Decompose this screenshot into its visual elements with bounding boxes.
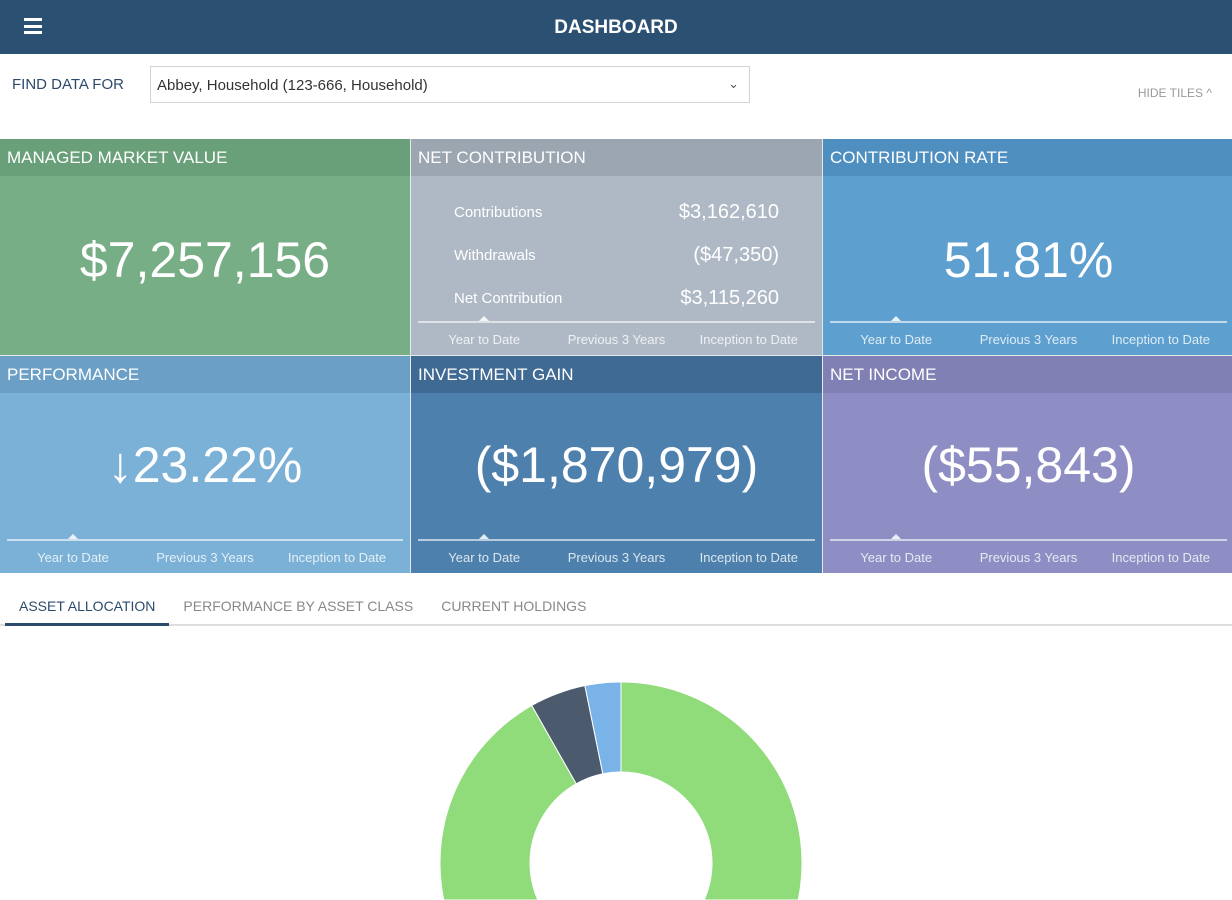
hide-tiles-button[interactable]: HIDE TILES ^	[1137, 86, 1212, 100]
period-options: Year to Date Previous 3 Years Inception to…	[418, 550, 815, 565]
tile-value: ($1,870,979)	[474, 437, 759, 493]
household-select[interactable]: Abbey, Household (123-666, Household) ⌄	[150, 66, 750, 103]
period-options: Year to Date Previous 3 Years Inception to…	[830, 332, 1227, 347]
period-option[interactable]: Year to Date	[448, 332, 521, 347]
row-label: Contributions	[454, 204, 543, 221]
tile-value: ↓23.22%	[107, 437, 303, 493]
period-option[interactable]: Inception to Date	[699, 332, 798, 347]
tile-title: PERFORMANCE	[0, 356, 410, 393]
household-select-value: Abbey, Household (123-666, Household)	[157, 77, 428, 94]
period-option[interactable]: Inception to Date	[1111, 550, 1210, 565]
row-value: $3,115,260	[680, 287, 779, 309]
tile-value: 51.81%	[943, 232, 1114, 288]
row-label: Net Contribution	[454, 290, 563, 307]
net-contribution-row: Contributions $3,162,610	[454, 191, 779, 234]
chevron-down-icon: ⌄	[728, 76, 739, 91]
tile-net-income[interactable]: NET INCOME ($55,843) Year to Date Previous …	[823, 356, 1232, 573]
tile-contribution-rate[interactable]: CONTRIBUTION RATE 51.81% Year to Date Previ…	[823, 139, 1232, 355]
period-option[interactable]: Previous 3 Years	[156, 550, 254, 565]
tile-net-contribution[interactable]: NET CONTRIBUTION Contributions $3,162,610 W…	[411, 139, 822, 355]
tile-title: NET INCOME	[823, 356, 1232, 393]
page-title: DASHBOARD	[554, 17, 678, 38]
find-data-label: FIND DATA FOR	[12, 76, 124, 93]
tab-performance-by-asset-class[interactable]: PERFORMANCE BY ASSET CLASS	[183, 598, 414, 614]
tiles-grid: MANAGED MARKET VALUE $7,257,156 NET CONTRI…	[0, 139, 1232, 573]
tile-title: CONTRIBUTION RATE	[823, 139, 1232, 176]
period-options: Year to Date Previous 3 Years Inception to…	[418, 332, 815, 347]
net-contribution-row: Net Contribution $3,115,260	[454, 277, 779, 320]
period-option[interactable]: Previous 3 Years	[567, 550, 666, 565]
period-option[interactable]: Year to Date	[860, 332, 933, 347]
tab-asset-allocation[interactable]: ASSET ALLOCATION	[5, 590, 170, 626]
period-option[interactable]: Year to Date	[448, 550, 521, 565]
tile-value: $7,257,156	[79, 232, 331, 288]
tab-current-holdings[interactable]: CURRENT HOLDINGS	[441, 598, 587, 614]
period-slider[interactable]	[830, 534, 1227, 541]
period-slider[interactable]	[418, 534, 815, 541]
period-option[interactable]: Previous 3 Years	[979, 550, 1078, 565]
hamburger-icon[interactable]	[24, 18, 42, 34]
top-bar: DASHBOARD	[0, 0, 1232, 54]
asset-allocation-donut	[439, 681, 803, 900]
period-option[interactable]: Inception to Date	[699, 550, 798, 565]
tab-bar: ASSET ALLOCATION PERFORMANCE BY ASSET CLA…	[0, 590, 1232, 626]
period-slider[interactable]	[830, 316, 1227, 323]
period-option[interactable]: Previous 3 Years	[979, 332, 1078, 347]
period-options: Year to Date Previous 3 Years Inception to…	[830, 550, 1227, 565]
period-slider[interactable]	[7, 534, 403, 541]
period-option[interactable]: Year to Date	[37, 550, 109, 565]
donut-slice-2[interactable]	[584, 681, 622, 775]
period-option[interactable]: Year to Date	[860, 550, 933, 565]
net-contribution-row: Withdrawals ($47,350)	[454, 234, 779, 277]
row-label: Withdrawals	[454, 247, 536, 264]
period-option[interactable]: Previous 3 Years	[567, 332, 666, 347]
tile-managed-market-value[interactable]: MANAGED MARKET VALUE $7,257,156	[0, 139, 410, 355]
period-option[interactable]: Inception to Date	[1111, 332, 1210, 347]
tile-investment-gain[interactable]: INVESTMENT GAIN ($1,870,979) Year to Date P…	[411, 356, 822, 573]
tile-performance[interactable]: PERFORMANCE ↓23.22% Year to Date Previous 3…	[0, 356, 410, 573]
row-value: $3,162,610	[678, 201, 779, 223]
net-contribution-table: Contributions $3,162,610 Withdrawals ($47,3…	[454, 191, 779, 320]
period-slider[interactable]	[418, 316, 815, 323]
row-value: ($47,350)	[693, 244, 779, 266]
tile-title: MANAGED MARKET VALUE	[0, 139, 410, 176]
tile-value: ($55,843)	[921, 437, 1136, 493]
tile-title: INVESTMENT GAIN	[411, 356, 822, 393]
period-option[interactable]: Inception to Date	[287, 550, 387, 565]
tile-title: NET CONTRIBUTION	[411, 139, 822, 176]
period-options: Year to Date Previous 3 Years Inception to…	[7, 550, 403, 565]
